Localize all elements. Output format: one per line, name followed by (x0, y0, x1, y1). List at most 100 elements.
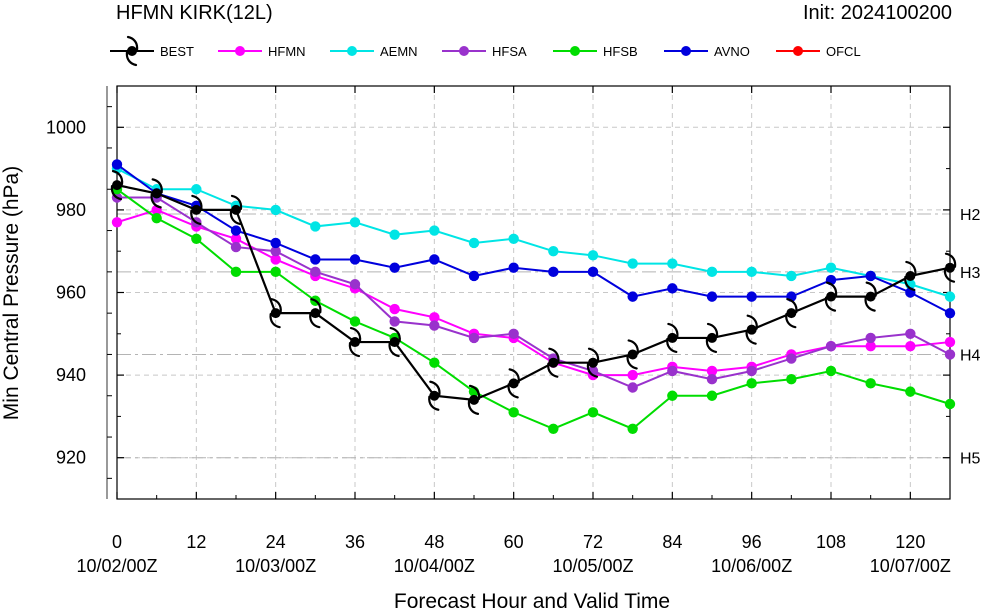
legend-marker (793, 46, 803, 56)
data-point (429, 225, 440, 236)
hurricane-icon (467, 384, 481, 415)
hurricane-arm (508, 368, 520, 384)
x-tick-label: 72 (583, 532, 603, 552)
data-point (865, 332, 876, 344)
data-point (667, 390, 678, 401)
hurricane-arm (944, 252, 957, 268)
hurricane-eye (350, 337, 360, 348)
hurricane-arm (150, 193, 162, 209)
hurricane-arm (309, 313, 321, 329)
data-point (349, 254, 361, 265)
category-label: H4 (960, 347, 981, 364)
hurricane-arm (785, 313, 797, 329)
legend-marker (570, 46, 580, 56)
category-label: H5 (960, 451, 981, 468)
hurricane-eye (127, 46, 137, 56)
hurricane-eye (389, 337, 400, 348)
x-tick-label: 0 (112, 532, 122, 552)
data-point (905, 328, 916, 339)
y-tick-label: 940 (56, 365, 86, 385)
series-layer (110, 159, 957, 434)
hurricane-arm (904, 275, 916, 292)
data-point (944, 307, 956, 319)
data-point (349, 279, 361, 290)
hurricane-eye (865, 291, 876, 302)
hurricane-icon (904, 260, 917, 292)
hurricane-arm (865, 281, 877, 297)
category-label: H3 (960, 265, 981, 282)
hurricane-icon (190, 194, 203, 225)
data-point (508, 233, 519, 245)
data-point (627, 369, 638, 381)
hurricane-arm (269, 313, 281, 329)
x-tick-label: 96 (742, 532, 762, 552)
data-point (627, 291, 638, 302)
hurricane-arm (705, 337, 718, 354)
series-line (116, 163, 951, 315)
hurricane-arm (125, 50, 138, 67)
hurricane-icon (666, 322, 679, 354)
data-point (429, 254, 440, 265)
hurricane-arm (586, 362, 599, 378)
hurricane-arm (229, 209, 242, 225)
hurricane-arm (507, 383, 519, 399)
data-point (587, 250, 599, 261)
grid (116, 86, 950, 499)
series-line (116, 184, 951, 402)
x-tick-label: 84 (662, 532, 682, 552)
data-point (389, 262, 400, 273)
x-tick-label: 48 (424, 532, 444, 552)
legend-item-avno: AVNO (664, 44, 750, 59)
data-point (508, 328, 519, 339)
data-point (944, 398, 956, 410)
legend-item-hfmn: HFMN (218, 44, 306, 59)
x-axis-title: Forecast Hour and Valid Time (394, 590, 670, 609)
data-point (349, 217, 361, 228)
hurricane-arm (786, 298, 798, 314)
hurricane-icon (150, 178, 163, 209)
hurricane-arm (348, 341, 361, 358)
hurricane-eye (231, 204, 241, 215)
legend-marker (347, 46, 357, 56)
hurricane-arm (905, 260, 917, 277)
data-point (627, 423, 638, 434)
data-point (468, 270, 480, 282)
hurricane-arm (667, 322, 679, 339)
data-point (389, 316, 400, 327)
y-tick-label: 1000 (46, 117, 86, 137)
hurricane-arm (310, 298, 322, 314)
hurricane-arm (587, 347, 600, 363)
hurricane-arm (627, 339, 639, 355)
hurricane-eye (548, 357, 559, 368)
legend-item-ofcl: OFCL (776, 44, 861, 59)
data-point (706, 390, 718, 401)
legend-marker (235, 46, 245, 56)
data-point (667, 258, 678, 269)
legend-item-hfsb: HFSB (553, 44, 638, 59)
data-point (587, 266, 599, 278)
data-point (270, 254, 281, 265)
hurricane-icon (864, 281, 877, 312)
hurricane-arm (746, 314, 758, 330)
data-point (905, 340, 916, 352)
data-point (310, 254, 321, 265)
series-line (116, 188, 951, 430)
legend-label: HFSA (492, 44, 527, 59)
hurricane-icon (824, 281, 838, 312)
hurricane-eye (429, 390, 440, 401)
x-tick-label: 12 (186, 532, 206, 552)
hurricane-arm (745, 329, 757, 345)
hurricane-icon (110, 170, 124, 201)
hurricane-icon (229, 194, 243, 225)
data-point (270, 237, 281, 249)
hurricane-arm (706, 322, 719, 339)
x-tick-label: 120 (895, 532, 925, 552)
data-point (587, 407, 599, 418)
legend-item-hfsa: HFSA (442, 44, 527, 59)
data-point (111, 159, 123, 170)
x-tick-label: 60 (504, 532, 524, 552)
data-point (944, 291, 956, 302)
data-point (746, 365, 757, 377)
data-point (349, 316, 361, 327)
hurricane-arm (270, 298, 282, 314)
